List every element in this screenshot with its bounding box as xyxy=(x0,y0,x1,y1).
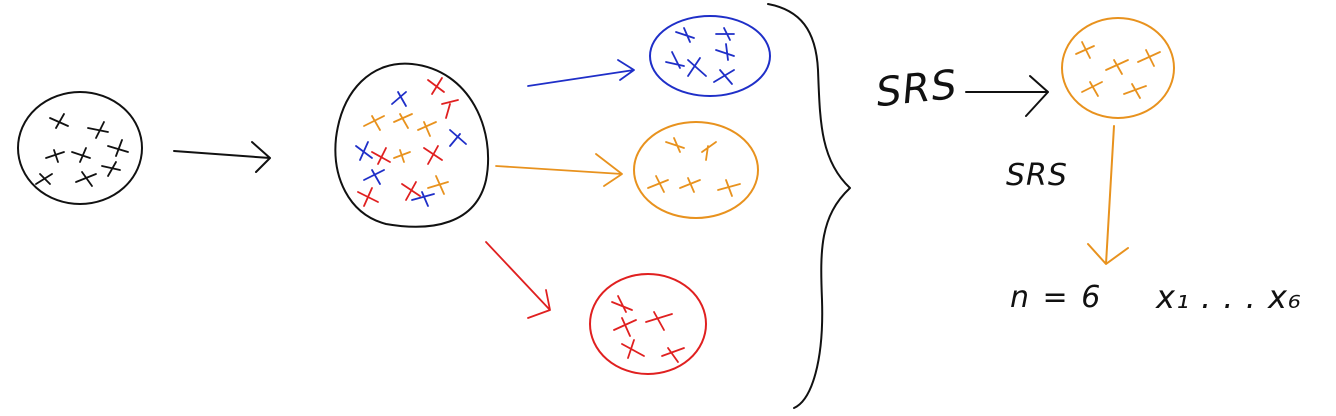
selected-stratum xyxy=(1061,17,1175,119)
srs-label-main: SRS xyxy=(873,61,960,117)
selected-stratum-outline xyxy=(1061,17,1175,119)
sample-size-label: n = 6 xyxy=(1010,280,1103,315)
population-outline xyxy=(17,91,143,205)
red-stratum-outline xyxy=(589,273,707,375)
population-marks xyxy=(35,113,129,187)
red-stratum xyxy=(589,273,707,375)
arrow-to-red-stratum xyxy=(485,241,551,319)
population-blob xyxy=(17,91,143,205)
arrow-selected-to-sample xyxy=(1087,125,1129,265)
orange-stratum-outline xyxy=(633,121,759,219)
stratified-population-blob xyxy=(334,62,490,228)
grouping-brace xyxy=(767,3,851,409)
arrow-to-orange-stratum xyxy=(495,153,623,187)
srs-label-sub: SRS xyxy=(1006,158,1068,193)
orange-stratum xyxy=(633,121,759,219)
arrow-srs-to-selected xyxy=(965,75,1049,117)
blue-stratum-outline xyxy=(649,15,771,97)
selected-stratum-marks xyxy=(1075,41,1161,99)
blue-stratum xyxy=(649,15,771,97)
arrow-to-blue-stratum xyxy=(527,59,635,87)
observations-label: x₁ . . . x₆ xyxy=(1156,278,1302,316)
arrow-to-strata xyxy=(173,141,271,173)
red-stratum-marks xyxy=(611,295,685,363)
orange-stratum-marks xyxy=(647,137,741,197)
stratified-marks xyxy=(355,77,467,207)
stratified-outline xyxy=(334,62,490,228)
blue-stratum-marks xyxy=(665,27,735,85)
